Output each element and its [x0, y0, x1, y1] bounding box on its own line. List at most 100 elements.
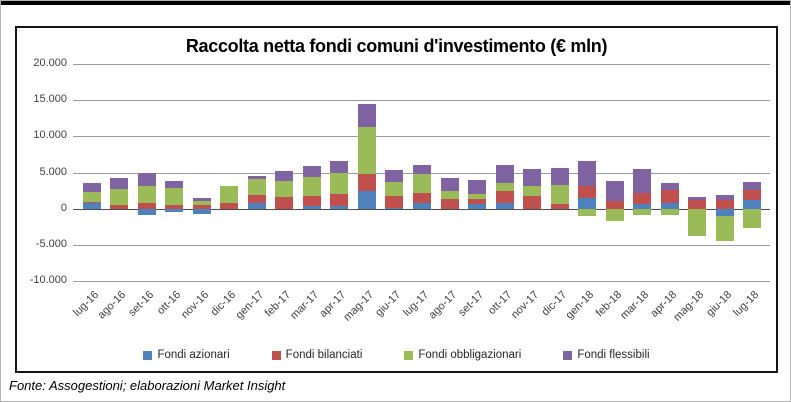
bar-segment — [385, 182, 404, 197]
bar-segment — [357, 190, 376, 209]
bar-segment — [523, 196, 542, 209]
bar-segment — [330, 205, 349, 209]
bar-segment — [605, 180, 624, 201]
bar-segment — [440, 199, 459, 209]
bar-segment — [660, 208, 679, 216]
bar-segment — [385, 207, 404, 209]
bar-segment — [688, 199, 707, 209]
gridline — [73, 245, 770, 246]
bar-segment — [385, 196, 404, 208]
bar-segment — [110, 178, 129, 190]
bar-segment — [247, 194, 266, 203]
bar-segment — [413, 192, 431, 203]
y-axis-tick-label: 15.000 — [33, 93, 67, 106]
bar-segment — [220, 186, 239, 203]
bar-segment — [192, 208, 211, 214]
bar-segment — [660, 183, 679, 190]
legend-swatch-icon — [143, 350, 153, 360]
bar-segment — [578, 185, 597, 198]
bar-segment — [605, 208, 624, 222]
bar-segment — [495, 191, 514, 203]
bar-segment — [715, 199, 734, 209]
bar-segment — [275, 170, 294, 181]
bar-segment — [660, 203, 679, 209]
bar-segment — [578, 161, 597, 186]
legend-swatch-icon — [271, 350, 281, 360]
y-axis-tick-label: 5.000 — [39, 165, 67, 178]
bar-segment — [302, 166, 321, 177]
bar-segment — [137, 203, 156, 209]
bar-segment — [165, 187, 184, 206]
bar-segment — [550, 204, 569, 209]
y-axis-tick-label: -10.000 — [29, 274, 67, 287]
bar-segment — [743, 199, 762, 209]
bar-segment — [743, 208, 762, 228]
y-axis-tick-label: 0 — [60, 201, 67, 214]
bar-segment — [468, 179, 487, 194]
bar-segment — [633, 204, 652, 209]
bar-segment — [82, 192, 101, 202]
source-note: Fonte: Assogestioni; elaborazioni Market… — [9, 378, 286, 393]
bar-segment — [413, 165, 431, 175]
bar-segment — [743, 189, 762, 200]
bar-segment — [247, 203, 266, 209]
y-axis-tick-label: -5.000 — [35, 238, 67, 250]
bar-segment — [633, 208, 652, 215]
bar-segment — [192, 204, 211, 209]
bar-segment — [247, 175, 266, 179]
bar-segment — [110, 205, 129, 209]
bar-segment — [192, 197, 211, 201]
legend-swatch-icon — [404, 350, 414, 360]
bar-segment — [82, 203, 101, 209]
bar-segment — [495, 182, 514, 192]
legend-label: Fondi obbligazionari — [418, 349, 522, 361]
bar-segment — [440, 190, 459, 200]
bar-segment — [220, 203, 239, 209]
bar-segment — [688, 197, 707, 200]
bar-segment — [137, 186, 156, 203]
bar-segment — [357, 126, 376, 175]
bar-segment — [715, 195, 734, 200]
bar-segment — [715, 208, 734, 217]
bar-segment — [660, 189, 679, 203]
gridline — [73, 100, 770, 102]
bar-segment — [247, 178, 266, 195]
legend-item-fondi-azionari: Fondi azionari — [143, 349, 230, 361]
bar-segment — [165, 181, 184, 188]
bar-segment — [523, 168, 542, 187]
bar-segment — [578, 197, 597, 209]
bar-segment — [578, 208, 597, 217]
bar-segment — [330, 161, 349, 174]
bar-segment — [550, 168, 569, 185]
bar-segment — [688, 208, 707, 236]
legend-label: Fondi azionari — [157, 349, 230, 361]
bar-segment — [605, 200, 624, 209]
bar-segment — [468, 193, 487, 200]
bar-segment — [357, 103, 376, 127]
bar-segment — [468, 204, 487, 209]
bar-segment — [165, 205, 184, 209]
bar-segment — [330, 173, 349, 195]
bar-segment — [137, 208, 156, 215]
bar-segment — [413, 203, 431, 209]
bar-segment — [165, 208, 184, 213]
legend-item-fondi-obbligazionari: Fondi obbligazionari — [404, 349, 521, 361]
bar-segment — [302, 196, 321, 207]
plot-area: 20.000 15.000 10.000 5.000 0 -5.000 -10.000 lug… — [17, 28, 780, 375]
bar-segment — [715, 216, 734, 241]
bar-segment — [550, 184, 569, 205]
bar-segment — [302, 176, 321, 197]
bar-segment — [357, 174, 376, 191]
x-axis-line — [73, 208, 770, 210]
bar-segment — [385, 169, 404, 182]
legend-item-fondi-bilanciati: Fondi bilanciati — [271, 349, 362, 361]
bar-segment — [275, 197, 294, 209]
legend-label: Fondi flessibili — [577, 349, 650, 361]
bar-segment — [413, 174, 431, 193]
window-top-edge — [1, 1, 790, 5]
gridline — [73, 64, 770, 65]
bar-segment — [82, 183, 101, 193]
chart-frame: Raccolta netta fondi comuni d'investimen… — [15, 26, 778, 373]
bar-segment — [330, 194, 349, 206]
y-axis-tick-label: 20.000 — [33, 57, 67, 69]
